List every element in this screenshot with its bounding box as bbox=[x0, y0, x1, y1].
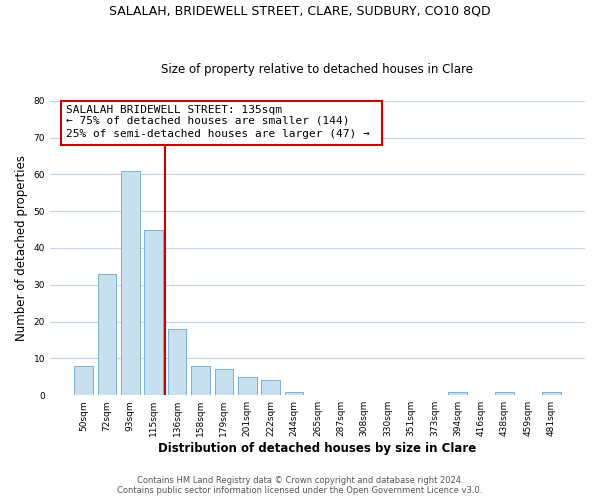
Text: ← 75% of detached houses are smaller (144): ← 75% of detached houses are smaller (14… bbox=[66, 116, 349, 126]
Bar bbox=[238, 377, 257, 395]
Bar bbox=[121, 170, 140, 395]
Bar bbox=[191, 366, 210, 395]
Bar bbox=[145, 230, 163, 395]
Bar bbox=[542, 392, 560, 395]
Bar bbox=[215, 370, 233, 395]
Bar bbox=[98, 274, 116, 395]
Y-axis label: Number of detached properties: Number of detached properties bbox=[15, 155, 28, 341]
Text: 25% of semi-detached houses are larger (47) →: 25% of semi-detached houses are larger (… bbox=[66, 128, 370, 138]
Bar bbox=[285, 392, 304, 395]
Bar bbox=[262, 380, 280, 395]
Text: Contains HM Land Registry data © Crown copyright and database right 2024.
Contai: Contains HM Land Registry data © Crown c… bbox=[118, 476, 482, 495]
FancyBboxPatch shape bbox=[61, 101, 382, 145]
Text: SALALAH BRIDEWELL STREET: 135sqm: SALALAH BRIDEWELL STREET: 135sqm bbox=[66, 105, 282, 115]
X-axis label: Distribution of detached houses by size in Clare: Distribution of detached houses by size … bbox=[158, 442, 476, 455]
Bar bbox=[74, 366, 93, 395]
Text: SALALAH, BRIDEWELL STREET, CLARE, SUDBURY, CO10 8QD: SALALAH, BRIDEWELL STREET, CLARE, SUDBUR… bbox=[109, 5, 491, 18]
Bar bbox=[448, 392, 467, 395]
Title: Size of property relative to detached houses in Clare: Size of property relative to detached ho… bbox=[161, 63, 473, 76]
Bar bbox=[168, 329, 187, 395]
Bar bbox=[495, 392, 514, 395]
